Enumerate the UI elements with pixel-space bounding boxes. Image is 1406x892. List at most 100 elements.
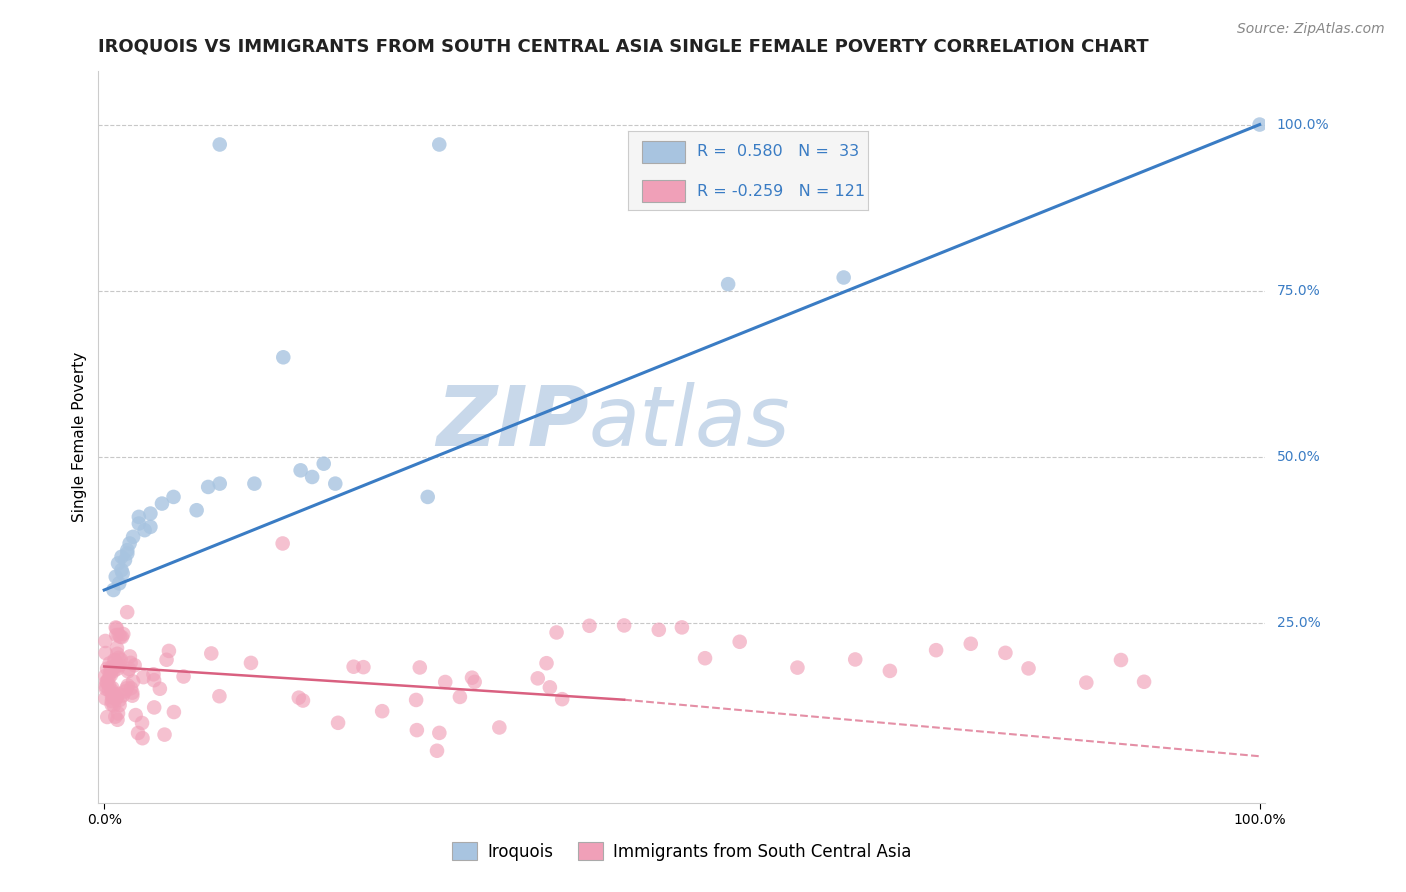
Y-axis label: Single Female Poverty: Single Female Poverty [72, 352, 87, 522]
Point [118, 536, 141, 550]
Point [488, 721, 510, 735]
Point [959, 637, 981, 651]
Point [271, 351, 294, 365]
Point [786, 660, 808, 674]
Point [107, 557, 129, 571]
Point [844, 652, 866, 666]
Point [112, 627, 135, 641]
Text: IROQUOIS VS IMMIGRANTS FROM SOUTH CENTRAL ASIA SINGLE FEMALE POVERTY CORRELATION: IROQUOIS VS IMMIGRANTS FROM SOUTH CENTRA… [98, 38, 1149, 56]
Text: 50.0%: 50.0% [1277, 450, 1320, 464]
Point [449, 690, 471, 704]
Point [153, 728, 176, 742]
Point [111, 566, 134, 581]
Point [108, 576, 131, 591]
Text: atlas: atlas [589, 382, 790, 463]
Point [239, 656, 262, 670]
Point [416, 490, 439, 504]
Point [131, 731, 153, 746]
Point [107, 706, 129, 721]
Point [100, 663, 122, 677]
Point [1018, 661, 1040, 675]
Point [108, 693, 131, 707]
Point [139, 507, 162, 521]
Point [693, 651, 716, 665]
Point [96, 710, 118, 724]
Point [208, 137, 231, 152]
Point [536, 656, 558, 670]
Point [110, 652, 132, 666]
Point [114, 684, 136, 698]
FancyBboxPatch shape [643, 180, 686, 202]
Point [291, 693, 314, 707]
Point [271, 536, 294, 550]
Text: Source: ZipAtlas.com: Source: ZipAtlas.com [1237, 22, 1385, 37]
Point [1076, 675, 1098, 690]
Point [134, 523, 156, 537]
Point [105, 657, 128, 672]
Point [879, 664, 901, 678]
Point [98, 666, 121, 681]
Point [121, 685, 143, 699]
Point [186, 503, 208, 517]
Point [111, 630, 134, 644]
Point [427, 137, 450, 152]
Point [103, 661, 125, 675]
Point [105, 647, 128, 661]
Point [104, 709, 127, 723]
Point [538, 681, 561, 695]
Point [717, 277, 740, 292]
Point [648, 623, 671, 637]
Point [163, 705, 186, 719]
Point [343, 659, 366, 673]
Text: ZIP: ZIP [436, 382, 589, 463]
Point [103, 686, 125, 700]
Point [101, 688, 124, 702]
Point [132, 670, 155, 684]
Legend: Iroquois, Immigrants from South Central Asia: Iroquois, Immigrants from South Central … [446, 836, 918, 868]
Point [104, 654, 127, 668]
Point [578, 619, 600, 633]
Point [208, 690, 231, 704]
Text: 25.0%: 25.0% [1277, 616, 1320, 631]
Point [100, 698, 122, 712]
Point [461, 671, 484, 685]
Point [117, 546, 139, 560]
Point [96, 675, 118, 690]
Point [94, 679, 117, 693]
Point [103, 698, 125, 713]
Point [121, 689, 143, 703]
Point [105, 621, 128, 635]
Point [613, 618, 636, 632]
Point [110, 563, 132, 577]
Point [104, 692, 127, 706]
Point [434, 675, 457, 690]
Point [96, 662, 118, 676]
Point [208, 476, 231, 491]
Point [94, 634, 117, 648]
Point [551, 692, 574, 706]
Point [326, 715, 349, 730]
Point [115, 605, 138, 619]
Point [200, 647, 222, 661]
Point [427, 726, 450, 740]
Point [124, 658, 146, 673]
Point [526, 671, 548, 685]
Point [117, 665, 139, 679]
Point [243, 476, 266, 491]
Point [105, 641, 128, 656]
Point [728, 634, 751, 648]
Point [96, 675, 118, 690]
Point [117, 543, 139, 558]
Point [110, 549, 132, 564]
Point [108, 658, 131, 673]
Point [103, 582, 125, 597]
Point [107, 687, 129, 701]
FancyBboxPatch shape [643, 141, 686, 162]
Point [122, 674, 145, 689]
Point [105, 690, 128, 705]
Point [128, 516, 150, 531]
Point [405, 693, 427, 707]
Point [150, 497, 173, 511]
Point [464, 674, 486, 689]
Point [104, 620, 127, 634]
